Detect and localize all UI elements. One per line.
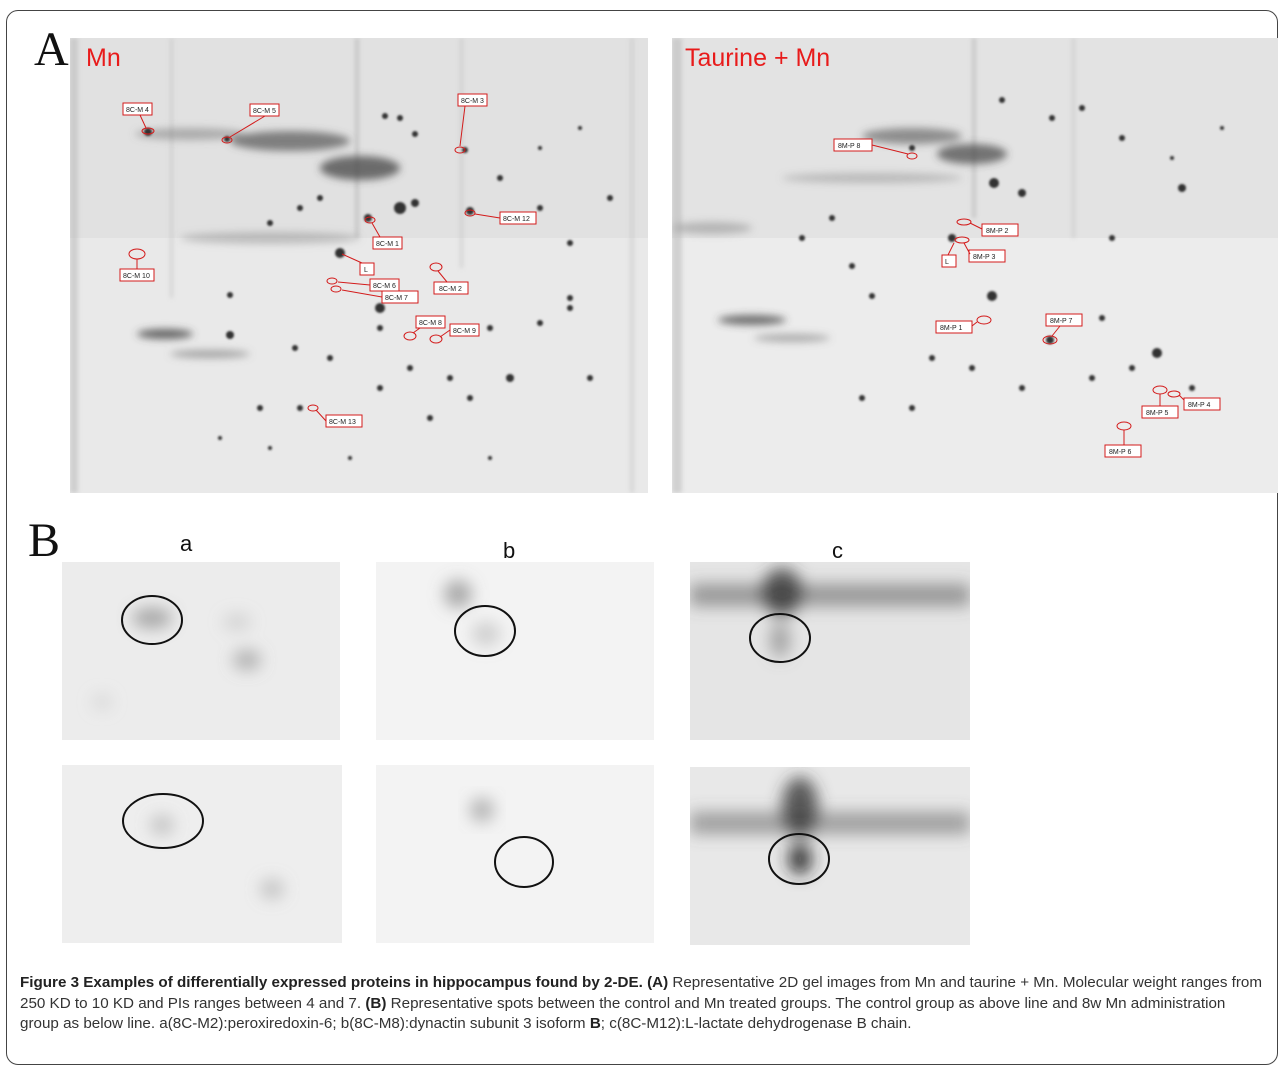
spot-crop-c-mn <box>690 767 970 945</box>
caption-text-b1: Representative spots between the control… <box>20 994 1226 1033</box>
gel-mn-label-10: 8C-M 7 <box>385 295 408 302</box>
gel-mn-label-12: 8C-M 9 <box>453 328 476 335</box>
gel-mn-label-9: 8C-M 6 <box>373 283 396 290</box>
spot-crop-a-mn <box>62 765 342 943</box>
spot-crop-c-control <box>690 562 970 740</box>
caption-bold-b: B <box>589 1015 601 1032</box>
gel-image-mn: 8C-M 4 8C-M 5 8C-M 3 8C-M 12 8C-M 1 8C-M… <box>70 38 648 493</box>
caption-text-a: Representative 2D gel images from Mn and… <box>20 974 1263 1012</box>
gel-mn-label-7: L <box>364 267 368 274</box>
gel-mn-label-11: 8C-M 8 <box>419 320 442 327</box>
gel-taurine-label-8: 8M-P 4 <box>1188 402 1211 409</box>
caption-text-b2: ; c(8C-M12):L-lactate dehydrogenase B ch… <box>600 1015 912 1032</box>
gel-mn-label-13: 8C-M 13 <box>329 419 356 426</box>
panel-a-letter: A <box>34 23 69 76</box>
panel-b-letter: B <box>28 514 61 567</box>
spot-crop-b-control <box>376 562 654 740</box>
column-label-b: b <box>503 538 516 563</box>
gel-taurine-label-2: 8M-P 2 <box>986 228 1009 235</box>
column-label-a: a <box>180 531 193 556</box>
gel-image-taurine-mn: 8M-P 8 8M-P 2 L 8M-P 3 8M-P 1 8M-P 7 8M-… <box>672 38 1278 493</box>
gel-mn-label-6: 8C-M 10 <box>123 273 150 280</box>
gel-mn-label-3: 8C-M 3 <box>461 98 484 105</box>
gel-mn-label-1: 8C-M 4 <box>126 107 149 114</box>
gel-mn-label-5: 8C-M 1 <box>376 241 399 248</box>
caption-lead: Figure 3 Examples of differentially expr… <box>20 974 643 991</box>
gel-mn-label-2: 8C-M 5 <box>253 108 276 115</box>
gel-taurine-label-5: 8M-P 1 <box>940 325 963 332</box>
gel-title-taurine-mn: Taurine + Mn <box>685 44 831 72</box>
gel-mn-label-8: 8C-M 2 <box>439 286 462 293</box>
gel-taurine-label-3: L <box>945 259 949 266</box>
figure-frame <box>6 10 1278 1065</box>
caption-tag-a: (A) <box>647 974 669 991</box>
gel-taurine-label-9: 8M-P 6 <box>1109 449 1132 456</box>
figure-caption: Figure 3 Examples of differentially expr… <box>20 973 1268 1035</box>
gel-title-mn: Mn <box>86 44 121 72</box>
gel-taurine-label-7: 8M-P 5 <box>1146 410 1169 417</box>
column-label-c: c <box>832 538 843 563</box>
spot-crop-a-control <box>62 562 340 740</box>
caption-tag-b: (B) <box>365 994 387 1012</box>
gel-taurine-label-1: 8M-P 8 <box>838 143 861 150</box>
gel-taurine-label-4: 8M-P 3 <box>973 254 996 261</box>
gel-mn-label-4: 8C-M 12 <box>503 216 530 223</box>
gel-taurine-label-6: 8M-P 7 <box>1050 318 1073 325</box>
spot-crop-b-mn <box>376 765 654 943</box>
